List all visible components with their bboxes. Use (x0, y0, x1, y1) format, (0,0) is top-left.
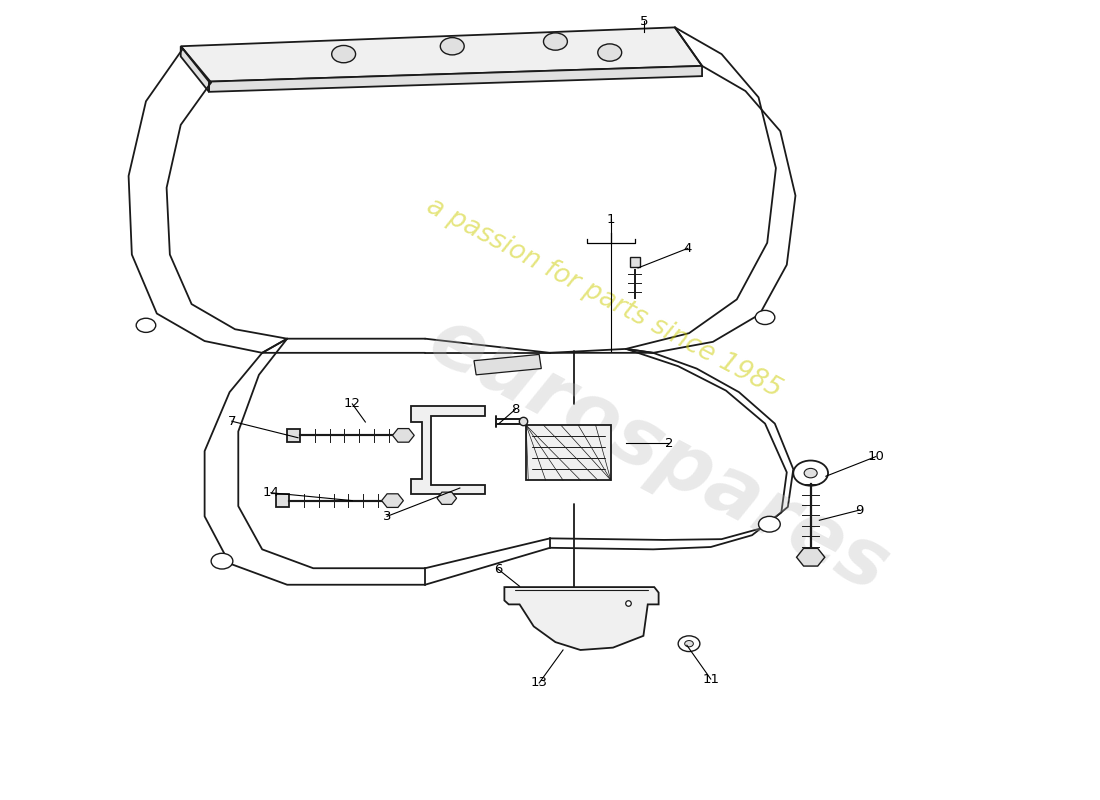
Circle shape (211, 554, 233, 569)
Circle shape (543, 33, 568, 50)
Polygon shape (796, 548, 825, 566)
Polygon shape (393, 429, 415, 442)
Circle shape (804, 468, 817, 478)
Polygon shape (437, 492, 456, 504)
Circle shape (136, 318, 156, 332)
FancyBboxPatch shape (287, 429, 300, 442)
Polygon shape (474, 354, 541, 375)
Polygon shape (209, 66, 702, 92)
Polygon shape (180, 46, 209, 92)
Circle shape (684, 641, 693, 647)
Text: eurospares: eurospares (416, 301, 902, 609)
Text: 6: 6 (494, 562, 502, 575)
Text: 14: 14 (263, 486, 279, 499)
Circle shape (679, 636, 700, 651)
Text: 7: 7 (228, 414, 236, 428)
Text: 4: 4 (684, 242, 692, 254)
Polygon shape (411, 406, 485, 494)
Text: 8: 8 (512, 403, 519, 416)
Text: a passion for parts since 1985: a passion for parts since 1985 (422, 193, 786, 402)
Text: 12: 12 (344, 398, 361, 410)
FancyBboxPatch shape (276, 494, 289, 507)
Text: 1: 1 (606, 213, 615, 226)
Circle shape (597, 44, 622, 61)
Circle shape (756, 310, 774, 325)
Text: 3: 3 (383, 510, 392, 523)
Text: 11: 11 (702, 673, 719, 686)
Circle shape (440, 38, 464, 55)
Circle shape (759, 516, 780, 532)
Polygon shape (382, 494, 404, 507)
Circle shape (332, 46, 355, 62)
Polygon shape (526, 425, 610, 480)
Text: 9: 9 (856, 503, 864, 517)
Text: 13: 13 (530, 677, 548, 690)
Circle shape (793, 461, 828, 486)
Text: 10: 10 (868, 450, 884, 463)
Text: 5: 5 (640, 14, 649, 27)
Polygon shape (505, 587, 659, 650)
Polygon shape (180, 27, 702, 82)
Text: 2: 2 (666, 437, 673, 450)
